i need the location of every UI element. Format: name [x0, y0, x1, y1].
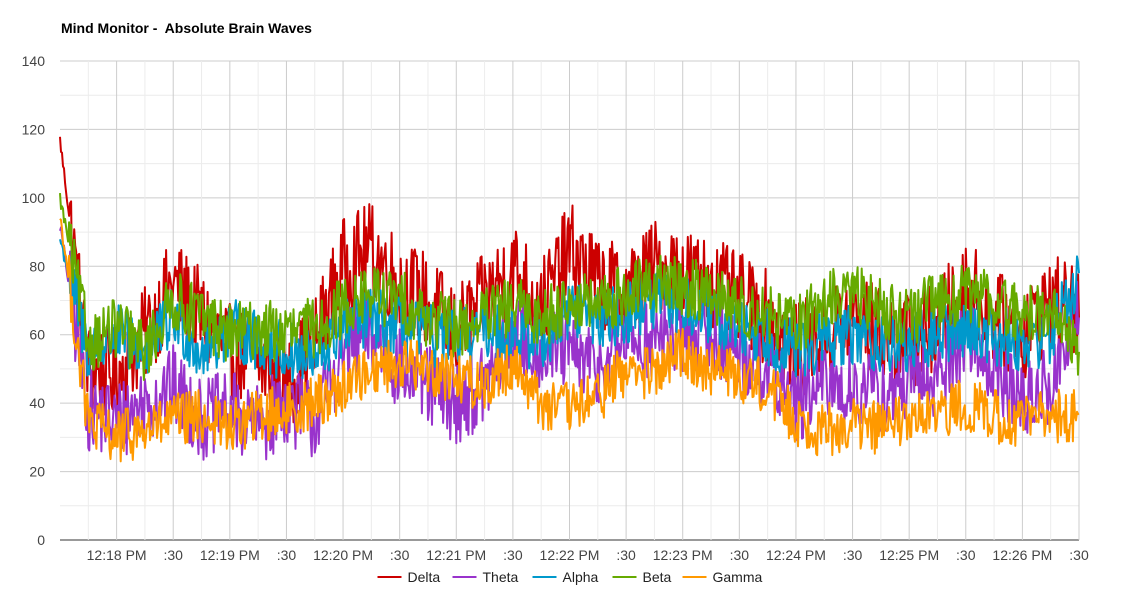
- x-tick-label: :30: [616, 547, 636, 563]
- y-tick-label: 0: [37, 532, 45, 548]
- y-tick-label: 120: [22, 121, 46, 137]
- x-tick-label: :30: [956, 547, 976, 563]
- x-tick-label: 12:25 PM: [879, 547, 939, 563]
- legend-item-theta[interactable]: Theta: [452, 569, 519, 585]
- x-tick-label: 12:26 PM: [992, 547, 1052, 563]
- legend-label: Theta: [483, 569, 519, 585]
- y-tick-label: 60: [29, 327, 45, 343]
- x-tick-label: 12:18 PM: [87, 547, 147, 563]
- legend-label: Beta: [643, 569, 672, 585]
- x-tick-label: :30: [1069, 547, 1089, 563]
- y-tick-label: 80: [29, 258, 45, 274]
- series-layer: [59, 136, 1080, 463]
- y-tick-label: 20: [29, 464, 45, 480]
- x-tick-label: :30: [163, 547, 183, 563]
- x-tick-label: :30: [843, 547, 863, 563]
- series-line-beta: [59, 193, 1080, 381]
- x-tick-label: 12:23 PM: [653, 547, 713, 563]
- x-tick-label: 12:24 PM: [766, 547, 826, 563]
- x-tick-label: :30: [503, 547, 523, 563]
- legend-item-beta[interactable]: Beta: [612, 569, 672, 585]
- x-tick-label: 12:20 PM: [313, 547, 373, 563]
- axis-layer: 0 20 40 60 80 100 120 140 12:18 PM :30 12:19 PM :30…: [22, 53, 1089, 563]
- legend-label: Alpha: [563, 569, 599, 585]
- series-line-gamma: [59, 218, 1080, 463]
- x-tick-label: :30: [390, 547, 410, 563]
- chart-title: Mind Monitor - Absolute Brain Waves: [61, 20, 312, 36]
- legend[interactable]: Delta Theta Alpha Beta Gamma: [377, 569, 763, 585]
- legend-item-delta[interactable]: Delta: [377, 569, 441, 585]
- y-tick-label: 140: [22, 53, 46, 69]
- y-tick-label: 100: [22, 190, 46, 206]
- x-tick-label: 12:19 PM: [200, 547, 260, 563]
- x-tick-label: :30: [277, 547, 297, 563]
- y-tick-label: 40: [29, 395, 45, 411]
- grid-layer: [60, 60, 1080, 541]
- legend-item-gamma[interactable]: Gamma: [682, 569, 763, 585]
- legend-label: Delta: [408, 569, 441, 585]
- legend-item-alpha[interactable]: Alpha: [532, 569, 599, 585]
- legend-label: Gamma: [713, 569, 763, 585]
- x-tick-label: 12:21 PM: [426, 547, 486, 563]
- x-tick-label: :30: [730, 547, 750, 563]
- x-tick-label: 12:22 PM: [540, 547, 600, 563]
